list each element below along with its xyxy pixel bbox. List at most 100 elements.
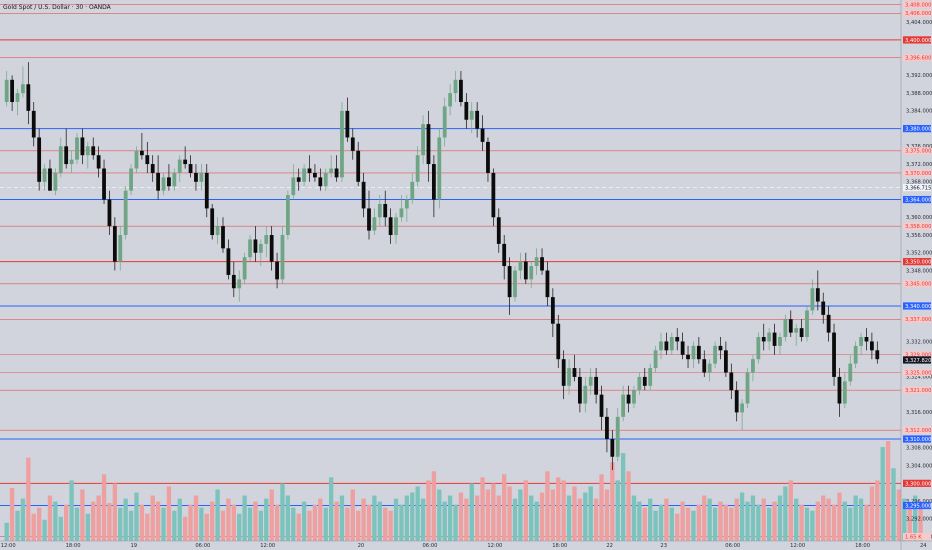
candle-body: [210, 208, 215, 236]
level-label: 3,380.000: [903, 124, 931, 132]
candle-body: [832, 332, 836, 377]
volume-bar: [404, 495, 410, 541]
volume-bar: [577, 498, 583, 541]
volume-bar: [134, 492, 139, 541]
level-label: 3,408.000: [903, 0, 931, 8]
volume-bar: [356, 510, 361, 541]
volume-bar: [91, 501, 96, 541]
candle-body: [513, 270, 517, 298]
candle-body: [799, 328, 804, 338]
volume-bar: [53, 501, 58, 541]
candle-body: [756, 337, 761, 360]
volume-bar: [47, 495, 53, 541]
volume-bar: [350, 489, 355, 541]
candle-body: [469, 110, 474, 120]
level-label-text: 3,321.000: [905, 388, 931, 394]
candle-body: [91, 146, 96, 156]
candle-body: [31, 110, 36, 138]
y-tick-label: 3,384.000: [906, 109, 932, 115]
candle-body: [540, 257, 544, 271]
volume-bar: [804, 507, 810, 541]
candles-layer: [4, 62, 880, 471]
candle-body: [194, 172, 198, 182]
x-tick-label: 06:00: [725, 543, 740, 549]
candle-body: [53, 172, 58, 191]
candle-body: [740, 403, 745, 413]
volume-bar: [220, 510, 226, 541]
candle-body: [437, 137, 442, 200]
volume-bar: [912, 495, 918, 541]
volume-bar: [285, 495, 291, 541]
volume-bar: [296, 513, 301, 541]
volume-bar: [875, 480, 880, 541]
volume-bar: [885, 441, 891, 541]
level-label-box: [903, 386, 931, 394]
price-axis[interactable]: 3,404.000 3,392.000 3,388.000 3,384.000 3,37…: [903, 0, 932, 541]
time-axis[interactable]: 12:00 18:00 19 06:00 12:00 20 06:00 12:00 18:00 2…: [1, 543, 932, 549]
volume-bar: [496, 495, 501, 541]
volume-bar: [318, 498, 323, 541]
candle-body: [253, 239, 258, 253]
level-label: 3,406.000: [903, 9, 931, 17]
candle-body: [26, 84, 31, 111]
candle-body: [156, 172, 161, 191]
volume-bar: [393, 498, 399, 541]
volume-bar: [101, 474, 107, 541]
volume-bar: [328, 477, 334, 541]
volume-bar: [128, 510, 134, 541]
volume-bar: [880, 447, 885, 541]
volume-bar: [112, 483, 118, 541]
current-price-text: 3,327.820: [905, 358, 931, 364]
volume-bar: [664, 498, 669, 541]
x-tick-label: 22: [606, 543, 613, 549]
volume-bar: [610, 462, 615, 541]
candle-body: [745, 372, 750, 404]
volume-bar: [572, 486, 577, 541]
candle-body: [323, 172, 328, 187]
volume-bar: [480, 477, 485, 541]
y-tick-label: 3,356.000: [906, 233, 932, 239]
volume-bar: [118, 507, 123, 541]
level-label: 3,321.000: [903, 386, 931, 394]
candle-body: [291, 177, 296, 196]
volume-bar: [707, 498, 712, 541]
candle-body: [361, 181, 366, 209]
candle-body: [723, 350, 728, 373]
volume-bar: [518, 489, 523, 541]
volume-bar: [772, 501, 777, 541]
volume-bar: [907, 504, 912, 541]
candle-body: [377, 203, 382, 218]
volume-bar: [604, 489, 610, 541]
candle-body: [269, 235, 274, 262]
level-label-box: [903, 9, 931, 17]
volume-bar: [242, 495, 247, 541]
x-tick-label: 06:00: [422, 543, 437, 549]
candle-body: [64, 146, 69, 165]
volume-bar: [848, 507, 853, 541]
level-label: 1.65 K: [903, 532, 931, 540]
y-tick-label: 3,304.000: [906, 463, 932, 469]
level-label: 3,358.000: [903, 222, 931, 230]
volume-bar: [658, 504, 664, 541]
volume-bar: [145, 513, 150, 541]
candle-body: [69, 159, 74, 165]
level-label-text: 3,364.000: [905, 197, 931, 203]
candle-body: [875, 350, 880, 360]
candle-body: [334, 168, 339, 178]
candle-body: [691, 345, 696, 360]
candle-body: [561, 359, 566, 386]
level-label-text: 3,295.000: [905, 503, 931, 509]
candle-body: [48, 168, 52, 191]
level-label: 3,310.000: [903, 435, 931, 443]
candle-body: [783, 319, 788, 338]
candle-body: [426, 124, 431, 165]
level-label-box: [903, 169, 931, 177]
candle-body: [486, 141, 490, 173]
volume-bar: [712, 507, 718, 541]
candle-body: [707, 363, 712, 373]
volume-bar: [561, 480, 566, 541]
volume-bar: [383, 507, 388, 541]
candle-body: [805, 310, 809, 338]
